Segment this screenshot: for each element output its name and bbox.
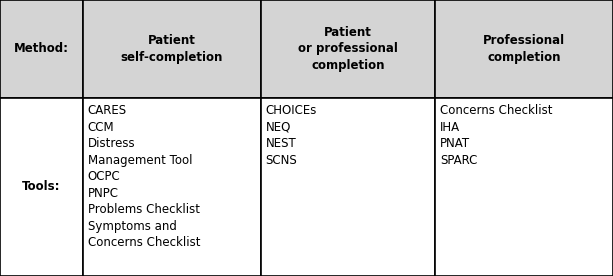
Text: Tools:: Tools:: [22, 181, 61, 193]
Text: Professional
completion: Professional completion: [483, 34, 565, 64]
Text: CARES
CCM
Distress
Management Tool
OCPC
PNPC
Problems Checklist
Symptoms and
Con: CARES CCM Distress Management Tool OCPC …: [88, 104, 200, 249]
Bar: [0, 98, 83, 276]
Bar: [261, 98, 435, 276]
Bar: [0, 0, 83, 98]
Bar: [261, 0, 435, 98]
Text: Patient
or professional
completion: Patient or professional completion: [298, 26, 398, 72]
Bar: [83, 98, 261, 276]
Text: Concerns Checklist
IHA
PNAT
SPARC: Concerns Checklist IHA PNAT SPARC: [440, 104, 553, 166]
Bar: [435, 0, 613, 98]
Text: Method:: Method:: [14, 43, 69, 55]
Bar: [83, 0, 261, 98]
Text: CHOICEs
NEQ
NEST
SCNS: CHOICEs NEQ NEST SCNS: [265, 104, 317, 166]
Bar: [435, 98, 613, 276]
Text: Patient
self-completion: Patient self-completion: [120, 34, 223, 64]
